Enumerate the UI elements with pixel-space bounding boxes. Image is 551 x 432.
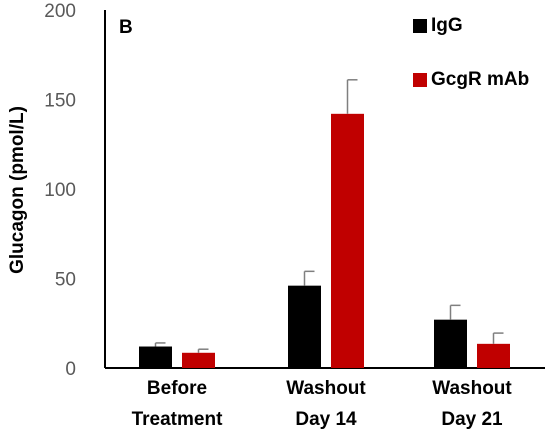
bar-gcgr-mab	[331, 113, 364, 368]
bar-gcgr-mab	[477, 343, 510, 368]
x-category-label: Washout	[432, 378, 512, 399]
x-category-label: Treatment	[132, 409, 223, 430]
x-category-label: Day 21	[441, 409, 503, 430]
y-tick-label: 200	[44, 1, 76, 22]
legend: IgG GcgR mAb	[413, 15, 529, 90]
bar-igg	[434, 319, 467, 368]
panel-label: B	[119, 17, 133, 38]
y-tick-label: 50	[55, 270, 76, 291]
bars	[139, 79, 510, 368]
x-category-label: Washout	[286, 378, 366, 399]
labels: 0 50 100 150 200 Glucagon (pmol/L) B Before Trea…	[7, 1, 512, 430]
legend-swatch	[413, 19, 427, 33]
legend-swatch	[413, 73, 427, 87]
y-tick-label: 0	[65, 359, 76, 380]
bar-gcgr-mab	[182, 352, 215, 368]
x-category-label: Before	[147, 378, 207, 399]
bar-igg	[288, 285, 321, 368]
legend-label: GcgR mAb	[431, 69, 529, 90]
axes	[104, 10, 545, 369]
y-axis-title: Glucagon (pmol/L)	[7, 106, 28, 274]
bar-igg	[139, 346, 172, 368]
legend-label: IgG	[431, 15, 463, 36]
x-category-label: Day 14	[295, 409, 357, 430]
y-tick-label: 150	[44, 91, 76, 112]
y-tick-label: 100	[44, 180, 76, 201]
